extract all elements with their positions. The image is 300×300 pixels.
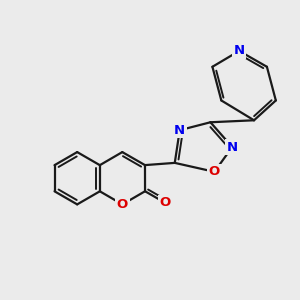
Text: O: O [159,196,171,209]
Text: N: N [227,140,238,154]
Text: N: N [234,44,245,57]
Text: N: N [174,124,185,137]
Text: O: O [209,165,220,178]
Text: O: O [117,198,128,211]
